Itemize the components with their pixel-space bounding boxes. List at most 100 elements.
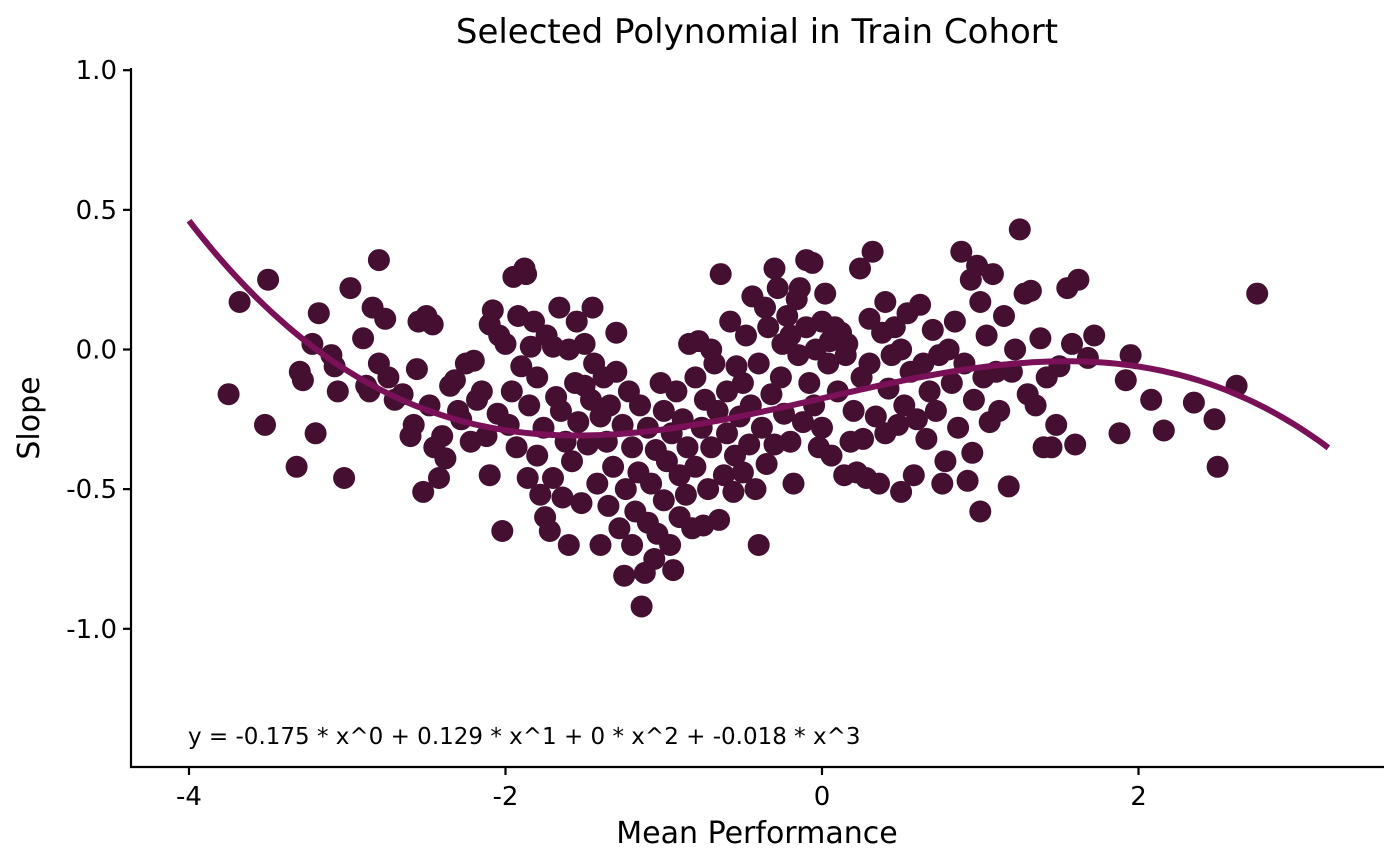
data-point [257,268,280,291]
data-point [307,302,330,325]
data-point [792,411,814,434]
data-point [684,366,707,389]
data-point [961,441,984,464]
data-point [614,478,637,501]
data-point [993,305,1015,327]
data-point [402,413,425,436]
data-point [915,427,938,450]
data-point [988,399,1011,422]
data-point [1067,268,1090,291]
data-point [890,338,913,361]
data-point [367,249,390,272]
data-point [956,469,979,492]
data-point [421,313,444,336]
data-point [598,394,621,417]
data-point [1182,391,1205,414]
data-point [580,388,602,411]
data-point [662,559,685,582]
data-point [1114,369,1137,392]
data-point [842,399,865,422]
data-point [374,307,397,330]
data-point [542,467,564,489]
data-point [750,416,773,439]
data-point [708,508,731,531]
data-point [326,380,349,403]
data-point [760,383,783,406]
data-point [874,291,897,313]
data-point [339,277,362,300]
data-point [602,455,625,478]
data-point [782,472,805,495]
data-point [629,394,651,417]
data-point [921,318,944,341]
data-point [1246,282,1269,305]
fit-curve [186,218,1331,451]
data-point [684,455,707,478]
data-point [291,369,314,392]
data-point [1076,346,1099,369]
data-point [549,399,572,422]
data-point [538,520,561,542]
data-point [731,372,754,394]
data-point [597,494,620,517]
data-point [1040,436,1063,459]
data-point [950,240,973,263]
data-point [861,240,884,263]
data-point [581,296,604,319]
data-point [905,408,928,431]
data-point [766,277,789,300]
data-point [700,436,723,459]
data-point [735,324,757,347]
data-point [754,296,776,319]
data-point [228,291,251,313]
data-point [254,413,276,436]
data-point [516,467,539,489]
data-point [744,478,767,501]
data-point [515,263,538,286]
data-point [817,352,840,375]
y-ticks: -1.0 -0.5 0.0 0.5 1.0 [66,56,131,645]
data-point [779,430,802,453]
data-point [722,480,745,503]
data-point [621,534,644,556]
data-point [769,366,792,389]
data-point [747,352,770,375]
data-point [567,411,590,434]
data-point [1140,388,1163,411]
data-point [1119,344,1142,367]
data-point [431,425,454,448]
data-point [412,480,435,503]
data-point [1004,338,1027,361]
x-tick-label: -2 [493,782,519,812]
data-point [787,344,810,367]
data-point [697,478,720,501]
data-point [478,464,501,487]
data-point [557,534,580,556]
data-point [652,399,675,422]
data-point [1203,408,1226,431]
data-point [706,399,729,422]
data-point [551,486,574,509]
data-point [1045,413,1068,436]
data-point [858,352,881,375]
data-point [518,394,541,417]
data-point [1008,218,1031,241]
data-point [969,291,992,313]
data-point [1064,433,1087,456]
data-point [811,416,833,439]
y-tick-label: -1.0 [66,615,117,645]
data-point [703,352,726,375]
data-point [304,422,327,445]
data-point [814,282,837,305]
data-point [1024,394,1047,417]
data-point [947,416,970,439]
data-point [655,450,678,473]
data-point [481,299,504,322]
y-axis-title: Slope [12,376,47,459]
data-point [640,472,663,495]
data-point [621,436,644,459]
data-point [716,422,738,445]
data-point [570,492,593,515]
data-point [1206,455,1229,478]
data-point [500,380,523,403]
